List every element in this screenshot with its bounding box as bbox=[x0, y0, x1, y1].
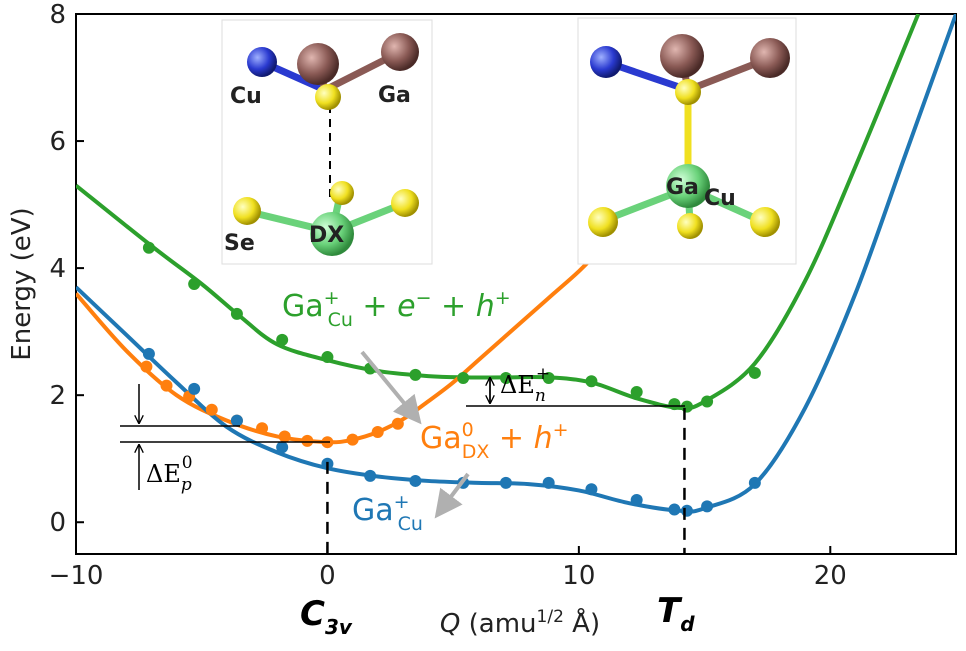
x-axis-label: Q (amu1/2 Å) bbox=[440, 607, 600, 639]
data-point bbox=[748, 366, 761, 379]
data-point bbox=[542, 372, 555, 385]
data-point bbox=[278, 430, 291, 443]
data-point bbox=[205, 403, 218, 416]
data-points bbox=[140, 241, 761, 517]
data-point bbox=[364, 469, 377, 482]
data-point bbox=[457, 372, 470, 385]
svg-text:DX: DX bbox=[309, 223, 344, 248]
data-point bbox=[668, 503, 681, 516]
y-tick-label: 4 bbox=[49, 254, 66, 284]
data-point bbox=[391, 417, 404, 430]
data-point bbox=[140, 360, 153, 373]
data-point bbox=[188, 278, 201, 290]
svg-text:Ga: Ga bbox=[378, 83, 411, 108]
data-point bbox=[321, 351, 334, 364]
x-tick-label: 10 bbox=[562, 561, 595, 591]
data-point bbox=[499, 372, 512, 385]
dx-atom-icon bbox=[310, 212, 354, 256]
series-line-1 bbox=[76, 244, 606, 445]
c3v-label: C3v bbox=[300, 594, 353, 639]
green-series-label: Ga+ Cu + e− + h+ bbox=[282, 287, 511, 331]
data-point bbox=[585, 375, 598, 388]
data-point bbox=[188, 382, 201, 395]
y-tick-label: 6 bbox=[49, 127, 66, 157]
data-point bbox=[409, 474, 422, 487]
data-point bbox=[701, 395, 714, 408]
green-label-arrow bbox=[360, 350, 422, 425]
x-tick-label: 20 bbox=[814, 561, 847, 591]
ga-atom-icon bbox=[297, 43, 339, 85]
y-tick-label: 2 bbox=[49, 381, 66, 411]
data-point bbox=[276, 441, 289, 454]
data-point bbox=[346, 433, 359, 446]
data-point bbox=[142, 241, 155, 254]
data-point bbox=[276, 333, 289, 346]
y-tick-label: 8 bbox=[49, 0, 66, 30]
data-point bbox=[542, 476, 555, 489]
configuration-markers bbox=[326, 407, 686, 554]
data-point bbox=[680, 504, 693, 517]
y-axis-label: Energy (eV) bbox=[7, 207, 37, 360]
data-point bbox=[160, 379, 173, 392]
svg-text:Cu: Cu bbox=[230, 84, 262, 109]
se-atom-icon-3 bbox=[233, 197, 261, 225]
data-point bbox=[230, 307, 243, 320]
inset-dx-structure: Cu Ga Se DX bbox=[221, 19, 433, 265]
data-point bbox=[371, 426, 384, 439]
data-point bbox=[668, 398, 681, 411]
plot-frame bbox=[75, 13, 957, 555]
x-tick-label: 0 bbox=[319, 561, 336, 591]
data-point bbox=[499, 476, 512, 489]
x-tick-label: −10 bbox=[49, 561, 104, 591]
svg-text:Se: Se bbox=[224, 231, 255, 256]
svg-text:ΔEp0: ΔEp0 bbox=[146, 453, 193, 495]
svg-text:Ga: Ga bbox=[666, 175, 699, 200]
se-atom-icon bbox=[315, 84, 341, 110]
td-label: Td bbox=[657, 591, 695, 636]
orange-label-arrow bbox=[434, 472, 470, 519]
se-atom-icon-2 bbox=[330, 181, 354, 205]
svg-text:Cu: Cu bbox=[704, 186, 736, 211]
data-point bbox=[409, 368, 422, 381]
data-point bbox=[630, 494, 643, 506]
series-line-2 bbox=[76, 14, 956, 514]
data-point bbox=[301, 434, 314, 447]
y-tick-label: 0 bbox=[49, 508, 66, 538]
cu-atom-icon bbox=[247, 47, 277, 77]
data-point bbox=[630, 386, 643, 398]
data-point bbox=[256, 422, 269, 435]
orange-series-label: Ga0 DX + h+ bbox=[420, 419, 569, 463]
se-atom-icon-4 bbox=[391, 189, 419, 217]
blue-series-label: Ga+ Cu bbox=[352, 491, 423, 535]
delta-n-annotation: ΔEn+ bbox=[466, 364, 685, 407]
data-point bbox=[142, 347, 155, 360]
x-axis-ticks: −10 0 10 20 bbox=[49, 546, 847, 591]
svg-text:ΔEn+: ΔEn+ bbox=[500, 364, 550, 406]
inset-td-structure: Ga Cu bbox=[577, 17, 797, 265]
data-point bbox=[585, 483, 598, 496]
ga-cu-atom-icon bbox=[666, 164, 710, 208]
y-axis-ticks: 0 2 4 6 8 bbox=[49, 0, 84, 538]
ga-atom-icon-2 bbox=[381, 33, 419, 71]
data-point bbox=[748, 476, 761, 489]
data-point bbox=[701, 500, 714, 513]
data-point bbox=[230, 414, 243, 427]
